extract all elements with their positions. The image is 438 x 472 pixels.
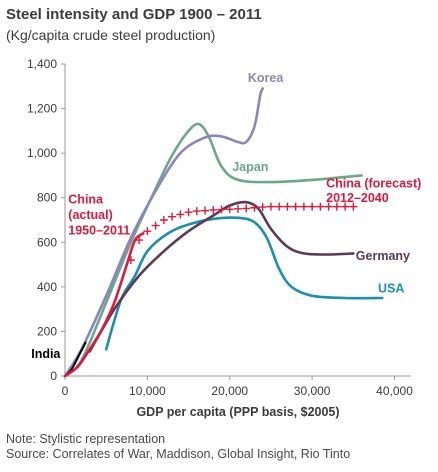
y-tick-label: 600 <box>37 235 57 249</box>
annotation-china: 1950–2011 <box>68 223 130 237</box>
series-china-forecast-marker <box>151 221 160 230</box>
chart-title: Steel intensity and GDP 1900 – 2011 <box>6 6 262 23</box>
y-tick-label: 1,400 <box>27 57 57 71</box>
series-china-forecast-marker <box>266 202 275 211</box>
series-china-forecast-marker <box>291 202 300 211</box>
y-tick-label: 1,200 <box>27 102 57 116</box>
x-axis-label: GDP per capita (PPP basis, $2005) <box>136 405 339 419</box>
series-china-forecast-marker <box>299 202 308 211</box>
annotation-india: India <box>31 347 61 361</box>
series-china-forecast-marker <box>168 212 177 221</box>
annotation-china: (actual) <box>68 208 112 222</box>
series-china-forecast-marker <box>126 256 135 265</box>
y-tick-label: 200 <box>37 324 57 338</box>
series-china-forecast-marker <box>209 205 218 214</box>
series-china-forecast-marker <box>143 227 152 236</box>
series-china-forecast-marker <box>324 202 333 211</box>
y-tick-label: 1,000 <box>27 146 57 160</box>
series-china-forecast-marker <box>349 202 358 211</box>
series-china-forecast-marker <box>250 203 259 212</box>
x-tick-label: 30,000 <box>294 384 331 398</box>
y-tick-label: 400 <box>37 280 57 294</box>
source-text: Source: Correlates of War, Maddison, Glo… <box>6 447 351 461</box>
series-japan-line <box>63 122 363 378</box>
series-china-forecast-marker <box>192 207 201 216</box>
annotation-japan: Japan <box>232 160 268 174</box>
annotation-usa: USA <box>378 281 404 295</box>
y-tick-label: 0 <box>50 369 57 383</box>
series-korea-line <box>63 87 264 378</box>
x-tick-label: 20,000 <box>211 384 248 398</box>
chart-subtitle: (Kg/capita crude steel production) <box>6 27 216 43</box>
series-china-forecast-marker <box>217 205 226 214</box>
series-china-forecast-marker <box>308 202 317 211</box>
series-china-forecast-marker <box>201 206 210 215</box>
annotation-korea: Korea <box>248 71 284 85</box>
series-china-forecast-marker <box>332 202 341 211</box>
series-china-forecast-marker <box>176 210 185 219</box>
series-china-forecast-marker <box>135 236 144 245</box>
y-tick-label: 800 <box>37 191 57 205</box>
annotation-china: China <box>68 192 104 206</box>
series-china-line <box>63 232 145 378</box>
series-china-forecast-marker <box>234 204 242 213</box>
series-china-forecast-marker <box>283 202 292 211</box>
series-china-forecast-marker <box>275 202 284 211</box>
annotation-germany: Germany <box>356 249 410 263</box>
annotation-china: 2012–2040 <box>326 191 389 205</box>
series-china-forecast-marker <box>184 208 193 217</box>
series-china-forecast-marker <box>316 202 325 211</box>
series-china-forecast-marker <box>258 203 267 212</box>
series-usa-line <box>104 216 384 351</box>
x-tick-label: 10,000 <box>129 384 166 398</box>
x-tick-label: 0 <box>62 384 69 398</box>
annotation-china: China (forecast) <box>326 177 421 191</box>
series-china-forecast-marker <box>341 202 350 211</box>
series-germany-line <box>88 200 355 353</box>
series-china-forecast-marker <box>159 216 168 224</box>
series-china-forecast-marker <box>225 205 234 214</box>
x-tick-label: 40,000 <box>376 384 413 398</box>
series-china-forecast-marker <box>242 204 251 213</box>
note-text: Note: Stylistic representation <box>6 432 166 446</box>
